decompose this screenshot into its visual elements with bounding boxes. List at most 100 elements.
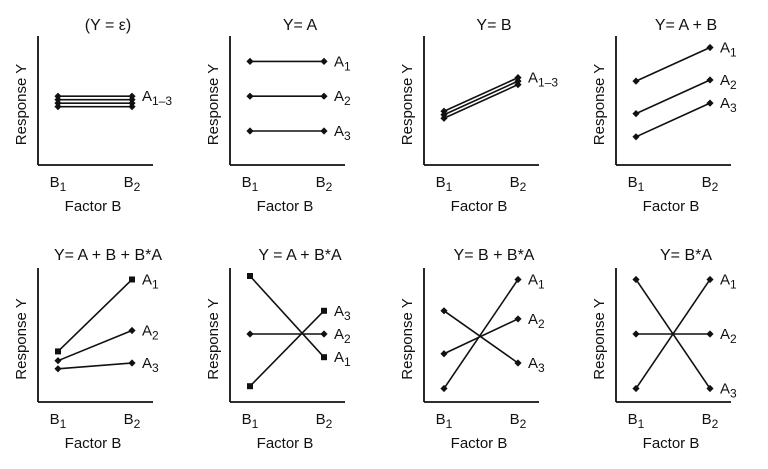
data-point-b2 (706, 99, 714, 107)
data-point-b2 (514, 315, 522, 323)
x-tick-label-b2: B2 (124, 174, 141, 194)
x-tick-label-b2: B2 (316, 174, 333, 194)
series-line-4 (54, 103, 136, 111)
series-label: A2 (720, 326, 737, 346)
series-line-3: A3 (246, 123, 351, 143)
series-label: A3 (142, 355, 159, 375)
series-line-3: A3 (54, 355, 159, 375)
series-line-1: A1 (247, 273, 351, 369)
data-point-b1 (246, 92, 254, 100)
data-point-b2 (706, 43, 714, 52)
series-path (635, 46, 711, 82)
data-point-b1 (632, 275, 640, 284)
y-axis-label: Response Y (13, 64, 30, 145)
series-line-3: A3 (440, 307, 545, 375)
data-point-b2 (320, 330, 328, 338)
data-point-b2 (128, 326, 136, 335)
series-line-2: A2 (54, 323, 159, 365)
panel-title: Y= A (283, 17, 318, 34)
series-label: A1–3 (528, 70, 558, 90)
data-point-b2 (321, 354, 327, 361)
data-point-b1 (440, 384, 448, 393)
y-axis-label: Response Y (399, 298, 416, 379)
series-path (249, 310, 325, 387)
series-line-1: A1 (440, 271, 545, 393)
x-axis-label: Factor B (257, 435, 314, 452)
panel-title: (Y = ε) (85, 17, 131, 34)
series-label: A2 (334, 326, 351, 346)
series-label: A3 (720, 381, 737, 401)
data-point-b1 (632, 330, 640, 338)
series-path (443, 310, 519, 364)
data-point-b1 (247, 383, 253, 390)
y-axis-label: Response Y (13, 298, 30, 379)
data-point-b1 (55, 348, 61, 355)
series-label: A1 (528, 271, 545, 291)
y-axis-label: Response Y (591, 64, 608, 145)
x-tick-label-b2: B2 (702, 174, 719, 194)
series-line-3: A3 (632, 95, 737, 141)
y-axis-label: Response Y (399, 64, 416, 145)
data-point-b2 (129, 276, 135, 283)
y-axis-label: Response Y (591, 298, 608, 379)
series-line-3 (440, 81, 522, 122)
data-point-b2 (321, 307, 327, 314)
series-label: A3 (528, 355, 545, 375)
series-path (635, 102, 711, 138)
series-path (443, 76, 519, 113)
y-axis-label: Response Y (205, 298, 222, 379)
x-tick-label-b1: B1 (436, 174, 453, 194)
series-path (443, 279, 519, 389)
x-axis-label: Factor B (451, 435, 508, 452)
series-path (57, 329, 133, 362)
x-tick-label-b2: B2 (316, 411, 333, 431)
series-path (57, 278, 133, 352)
series-path (443, 80, 519, 116)
series-label: A1 (720, 39, 737, 59)
data-point-b2 (514, 275, 522, 284)
x-axis-label: Factor B (451, 198, 508, 215)
series-path (57, 362, 133, 370)
x-tick-label-b1: B1 (436, 411, 453, 431)
series-label: A2 (142, 323, 159, 343)
series-path (635, 279, 711, 389)
x-tick-label-b1: B1 (628, 411, 645, 431)
series-line-2: A2 (246, 326, 351, 346)
data-point-b2 (320, 57, 328, 65)
data-point-b1 (440, 307, 448, 315)
data-point-b1 (440, 114, 448, 122)
data-point-b1 (247, 273, 253, 279)
series-line-1: A1 (632, 39, 737, 85)
series-label: A1–3 (142, 88, 172, 108)
data-point-b2 (706, 275, 714, 284)
data-point-b1 (632, 77, 640, 85)
data-point-b1 (54, 357, 62, 365)
data-point-b1 (632, 384, 640, 393)
data-point-b2 (128, 359, 136, 367)
series-line-1: A1 (246, 53, 351, 73)
data-point-b2 (128, 103, 136, 111)
series-path (635, 79, 711, 115)
data-point-b1 (632, 133, 640, 141)
y-axis-label: Response Y (205, 64, 222, 145)
series-line-1: A1 (55, 271, 159, 355)
panel-title: Y= B + B*A (454, 247, 535, 264)
series-line-3: A3 (247, 303, 351, 390)
series-line-2: A2 (632, 326, 737, 346)
series-line-1: A1–3 (54, 88, 172, 108)
data-point-b1 (246, 330, 254, 338)
data-point-b1 (54, 365, 62, 373)
series-label: A1 (142, 271, 159, 291)
x-tick-label-b1: B1 (242, 174, 259, 194)
data-point-b2 (706, 330, 714, 338)
x-tick-label-b2: B2 (702, 411, 719, 431)
data-point-b1 (246, 57, 254, 65)
data-point-b2 (514, 81, 522, 89)
series-label: A3 (720, 95, 737, 115)
x-axis-label: Factor B (643, 435, 700, 452)
